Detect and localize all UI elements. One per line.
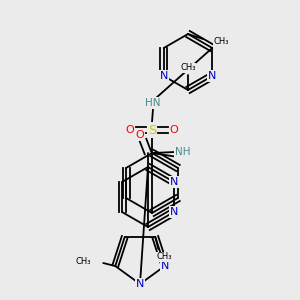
Text: NH: NH xyxy=(175,147,191,157)
Text: S: S xyxy=(148,124,156,136)
Text: N: N xyxy=(160,261,169,271)
Text: N: N xyxy=(170,177,178,187)
Text: CH₃: CH₃ xyxy=(76,256,91,266)
Text: O: O xyxy=(126,125,134,135)
Text: N: N xyxy=(170,207,178,217)
Text: O: O xyxy=(169,125,178,135)
Text: CH₃: CH₃ xyxy=(180,64,196,73)
Text: CH₃: CH₃ xyxy=(214,38,230,46)
Text: N: N xyxy=(136,279,144,289)
Text: O: O xyxy=(136,130,144,140)
Text: HN: HN xyxy=(145,98,161,108)
Text: N: N xyxy=(160,71,168,81)
Text: N: N xyxy=(208,71,216,81)
Text: CH₃: CH₃ xyxy=(157,253,172,262)
